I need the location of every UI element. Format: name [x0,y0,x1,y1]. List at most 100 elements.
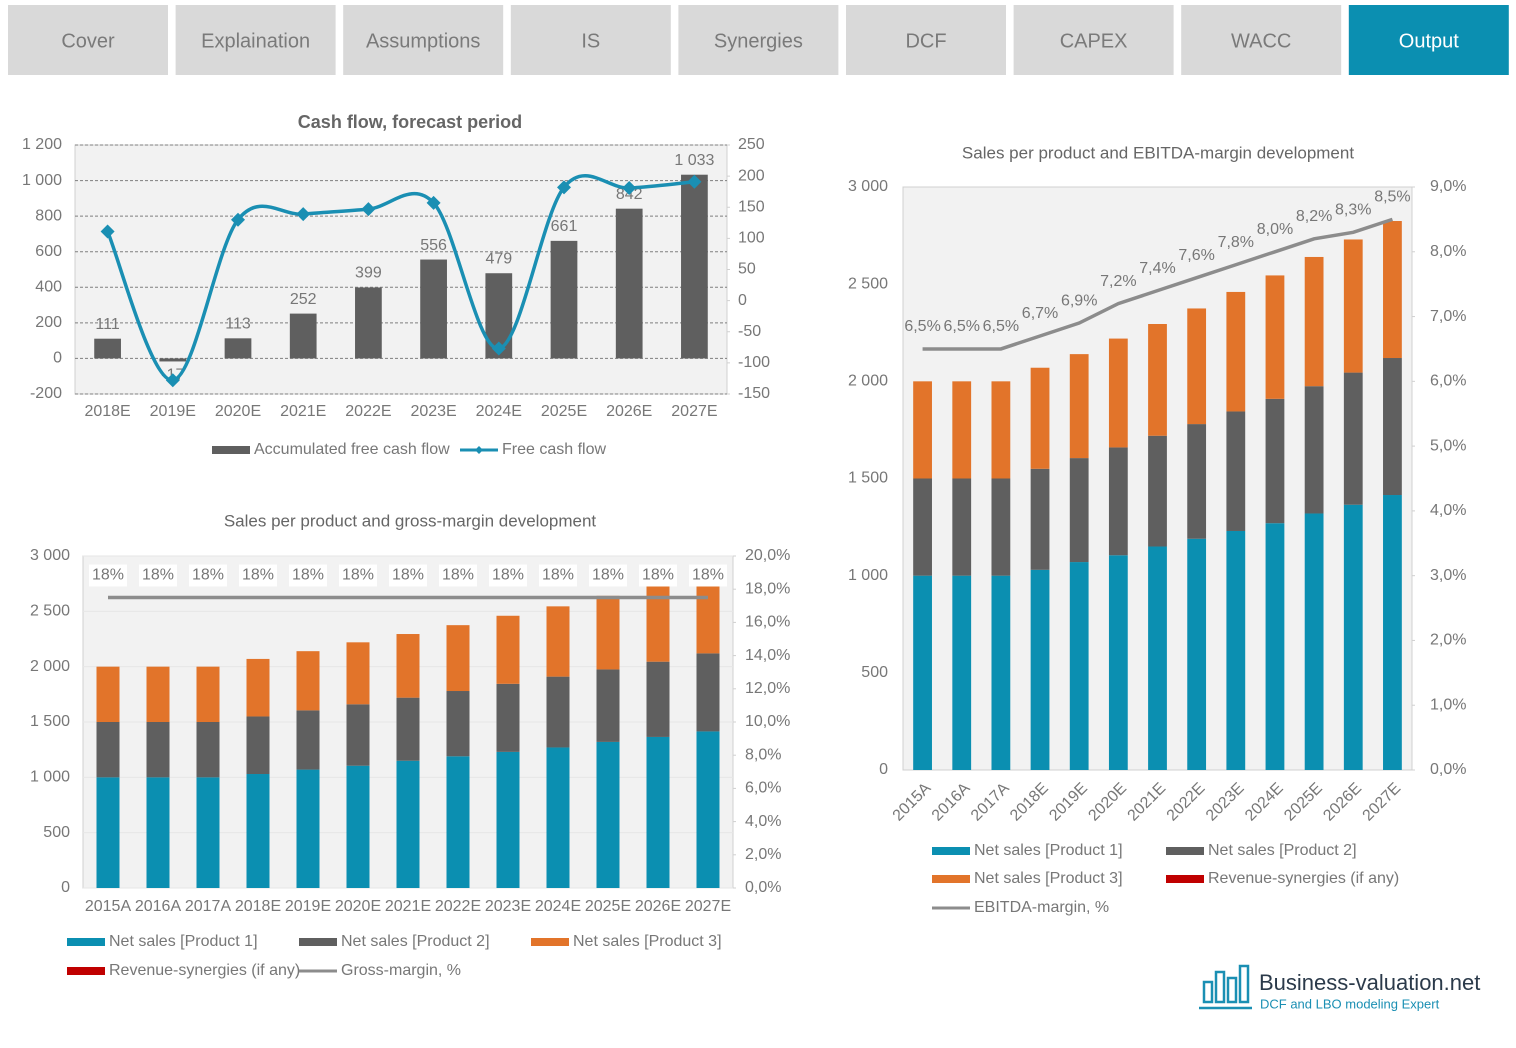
line-marker [557,180,571,195]
line-value-label: 8,2% [1296,208,1332,225]
bar [546,676,570,748]
tab-background[interactable] [175,5,336,75]
x-tick-label: 2020E [215,403,261,420]
line-value-label: 18% [192,567,224,584]
legend-label: Net sales [Product 2] [341,933,490,950]
bar [696,575,720,654]
tab-background[interactable] [1181,5,1342,75]
x-tick-label: 2024E [1242,780,1287,825]
bar [1343,372,1363,505]
tab-label[interactable]: CAPEX [1060,30,1128,52]
x-tick-label: 2020E [335,898,381,915]
y-tick-label: 0 [879,761,888,778]
tab-label[interactable]: Explaination [201,30,310,52]
line-marker [491,341,506,356]
tab-background[interactable] [1348,5,1509,75]
y2-tick-label: 100 [738,230,765,247]
tab-background[interactable] [343,5,504,75]
x-tick-label: 2017A [185,898,232,915]
tab-label[interactable]: Output [1399,30,1459,52]
tab[interactable]: IS [510,5,671,75]
line [105,174,695,383]
tab-background[interactable] [1013,5,1174,75]
bar [1343,504,1363,770]
data-label-background [239,564,277,587]
bar [1265,523,1285,770]
tab-label[interactable]: IS [581,30,600,52]
x-tick-label: 2023E [1203,780,1248,825]
logo: Business-valuation.net DCF and LBO model… [1199,964,1480,1011]
x-tick-label: 2021E [280,403,326,420]
bar-value-label: 399 [355,265,382,282]
y-tick-label: 1 000 [22,172,62,189]
y2-tick-label: 18,0% [745,580,790,597]
line-value-label: 18% [292,567,324,584]
tab[interactable]: Output [1348,5,1509,75]
tab-label[interactable]: Synergies [714,30,803,52]
bar [446,756,470,888]
y-tick-label: 600 [35,243,62,260]
line-value-label: 6,7% [1022,305,1058,322]
tab[interactable]: WACC [1181,5,1342,75]
bar [696,731,720,888]
legend-label: Revenue-synergies (if any) [1208,870,1399,887]
tab[interactable]: Explaination [175,5,336,75]
x-tick-label: 2019E [285,898,331,915]
bar [246,658,270,717]
tab[interactable]: DCF [846,5,1006,75]
tab-background[interactable] [8,5,168,75]
line-value-label: 8,5% [1374,189,1410,206]
bar-value-label: 113 [225,316,251,333]
bar [991,575,1011,770]
tab-label[interactable]: Cover [61,30,115,52]
y2-tick-label: 7,0% [1430,308,1466,325]
y2-tick-label: 12,0% [745,680,790,697]
tab-label[interactable]: Assumptions [366,30,481,52]
y2-tick-label: 0 [738,292,747,309]
tab-background[interactable] [678,5,839,75]
line-marker [361,202,376,217]
tab-background[interactable] [846,5,1006,75]
x-tick-label: 2021E [385,898,431,915]
tab[interactable]: CAPEX [1013,5,1174,75]
line-value-label: 18% [242,567,274,584]
y-tick-label: 1 000 [848,567,888,584]
tab[interactable]: Assumptions [343,5,504,75]
bar [446,691,470,757]
bar [355,287,382,359]
data-label-background [539,564,577,587]
line-marker [296,207,311,222]
legend-label: Net sales [Product 1] [109,933,258,950]
line-value-label: 7,4% [1139,260,1175,277]
tab-background[interactable] [510,5,671,75]
x-tick-label: 2015A [85,898,132,915]
tab[interactable]: Cover [8,5,168,75]
bar [991,478,1011,576]
x-tick-label: 2019E [150,403,196,420]
y2-tick-label: 16,0% [745,614,790,631]
tab[interactable]: Synergies [678,5,839,75]
y2-tick-label: 3,0% [1430,567,1466,584]
logo-tagline: DCF and LBO modeling Expert [1260,996,1440,1011]
y-tick-label: 1 000 [30,769,70,786]
data-label-background [589,564,627,587]
data-label-background [689,564,727,587]
bar [346,704,370,766]
x-tick-label: 2025E [1281,780,1326,825]
y2-tick-label: 200 [738,167,765,184]
tab-label[interactable]: DCF [905,30,946,52]
tab-label[interactable]: WACC [1231,30,1291,52]
bar [952,575,972,770]
x-tick-label: 2026E [635,898,681,915]
bar [550,240,578,359]
bar [496,615,520,684]
bar [596,669,620,742]
y2-tick-label: 6,0% [1430,373,1466,390]
bar [296,710,320,770]
legend-key [1166,875,1204,883]
y2-tick-label: 6,0% [745,780,781,797]
bar [1265,398,1285,524]
x-tick-label: 2018E [1007,780,1052,825]
